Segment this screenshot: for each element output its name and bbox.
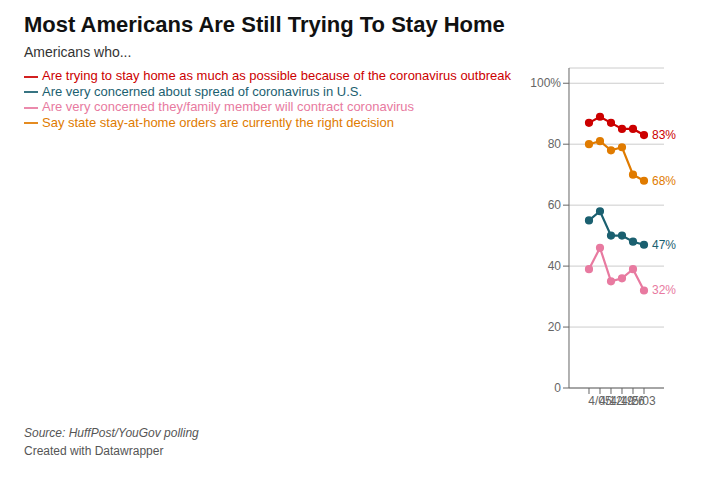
svg-text:80: 80 <box>548 137 562 151</box>
html-text:Say state stay-at-home orders: Say state stay-at-home orders are curren… <box>42 114 394 130</box>
svg-text:0: 0 <box>554 381 561 395</box>
svg-text:100%: 100% <box>530 76 561 90</box>
html-text:Most Americans Are Still Tryin: Most Americans Are Still Trying To Stay … <box>24 12 505 37</box>
html-text:Are very concerned they/family: Are very concerned they/family member wi… <box>42 99 415 115</box>
html-text:Are trying to stay home as muc: Are trying to stay home as much as possi… <box>42 68 511 83</box>
svg-text:5/03: 5/03 <box>632 394 656 408</box>
html-text:Source: HuffPost/YouGov pollin: Source: HuffPost/YouGov polling <box>24 426 199 440</box>
html-text:Are very concerned about sprea: Are very concerned about spread of coron… <box>42 83 363 99</box>
html-text:Created with Datawrapper: Created with Datawrapper <box>24 444 164 458</box>
svg-text:83%: 83% <box>652 128 676 142</box>
svg-text:47%: 47% <box>652 238 676 252</box>
svg-text:20: 20 <box>548 320 562 334</box>
svg-text:60: 60 <box>548 198 562 212</box>
svg-text:32%: 32% <box>652 283 676 297</box>
svg-text:68%: 68% <box>652 174 676 188</box>
html-text:Americans who...: Americans who... <box>24 44 132 60</box>
svg-text:40: 40 <box>548 259 562 273</box>
